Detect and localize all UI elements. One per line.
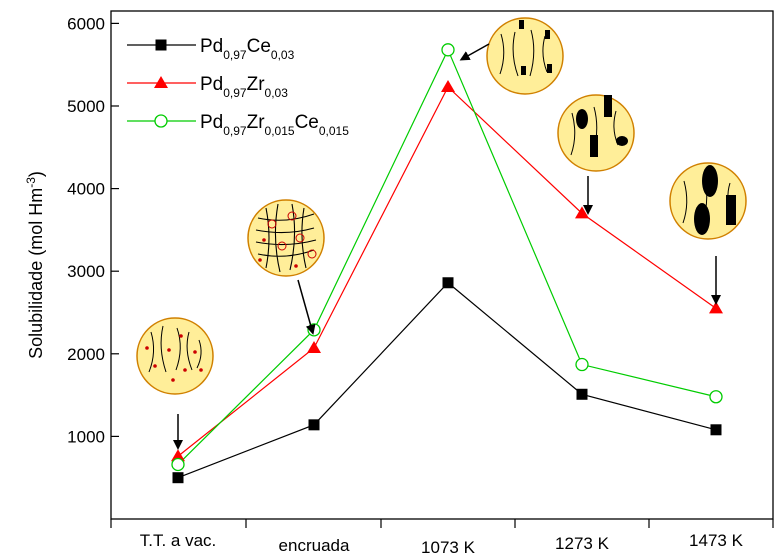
legend-label-sub: 0,03 xyxy=(265,86,289,100)
legend-label-main: Zr xyxy=(247,112,266,133)
x-tick-label: 1473 K xyxy=(689,531,744,550)
data-point-pd-zr xyxy=(575,206,589,219)
legend-label-main: Ce xyxy=(247,36,271,57)
x-tick-label: encruada xyxy=(279,536,350,555)
x-tick-label: 1073 K xyxy=(421,538,476,557)
data-point-pd-zr xyxy=(709,301,723,314)
y-tick-label: 5000 xyxy=(67,97,105,116)
legend-label-sub: 0,97 xyxy=(223,86,247,100)
legend-label: Pd0,97Zr0,03 xyxy=(200,74,288,100)
y-tick-label: 3000 xyxy=(67,262,105,281)
microstructure-inset-icon xyxy=(136,317,214,395)
legend-marker xyxy=(154,76,168,88)
legend: Pd0,97Ce0,03Pd0,97Zr0,03Pd0,97Zr0,015Ce0… xyxy=(127,36,349,138)
legend-marker xyxy=(154,114,168,128)
data-point-pd-ce xyxy=(308,419,320,431)
data-point-pd-zr-ce xyxy=(575,357,589,372)
microstructure-inset-icon xyxy=(557,94,635,172)
data-point-pd-zr xyxy=(307,341,321,354)
data-point-pd-zr xyxy=(441,79,455,92)
y-axis-ticks: 1000 2000 3000 4000 5000 6000 xyxy=(67,14,119,446)
series-line-pd-zr xyxy=(177,86,717,457)
y-axis-title: Solubilidade (mol Hm-3) xyxy=(24,171,46,359)
microstructure-inset-icon xyxy=(669,162,747,240)
legend-label-sub: 0,03 xyxy=(271,48,295,62)
data-point-pd-zr-ce xyxy=(171,457,185,472)
x-tick-label: 1273 K xyxy=(555,534,610,553)
legend-label-main: Pd xyxy=(200,74,223,95)
y-tick-label: 4000 xyxy=(67,180,105,199)
legend-label-main: Pd xyxy=(200,36,223,57)
series-layer xyxy=(171,43,723,484)
y-axis-title-main: Solubilidade (mol Hm xyxy=(26,188,46,359)
y-axis-title-end: ) xyxy=(26,171,46,177)
data-point-pd-zr xyxy=(171,449,185,462)
x-axis-ticks: T.T. a vac. encruada 1073 K 1273 K 1473 K xyxy=(110,519,774,557)
arrow-down-icon xyxy=(459,43,490,61)
y-tick-label: 1000 xyxy=(67,427,105,446)
data-point-pd-ce xyxy=(172,472,184,484)
y-tick-label: 2000 xyxy=(67,345,105,364)
arrow-down-icon xyxy=(297,279,316,335)
legend-label-sub: 0,015 xyxy=(319,124,349,138)
legend-label-sub: 0,97 xyxy=(223,124,247,138)
plot-frame xyxy=(110,10,774,520)
data-point-pd-ce xyxy=(576,388,588,400)
data-point-pd-zr-ce xyxy=(441,43,455,57)
legend-label: Pd0,97Zr0,015Ce0,015 xyxy=(200,112,349,138)
legend-marker xyxy=(155,39,167,51)
legend-label-main: Pd xyxy=(200,112,223,133)
legend-label-main: Zr xyxy=(247,74,266,95)
legend-label-sub: 0,015 xyxy=(265,124,295,138)
y-axis-title-sup: -3 xyxy=(24,177,38,188)
x-tick-label: T.T. a vac. xyxy=(140,531,217,550)
data-point-pd-zr-ce xyxy=(307,323,321,337)
data-point-pd-zr-ce xyxy=(709,390,723,404)
microstructure-inset-icon xyxy=(486,17,564,95)
legend-label-sub: 0,97 xyxy=(223,48,247,62)
y-tick-label: 6000 xyxy=(67,14,105,33)
microstructure-inset-icon xyxy=(247,199,325,277)
data-point-pd-ce xyxy=(442,277,454,289)
legend-label: Pd0,97Ce0,03 xyxy=(200,36,295,62)
series-line-pd-ce xyxy=(177,281,717,479)
legend-label-main: Ce xyxy=(295,112,319,133)
data-point-pd-ce xyxy=(710,424,722,436)
